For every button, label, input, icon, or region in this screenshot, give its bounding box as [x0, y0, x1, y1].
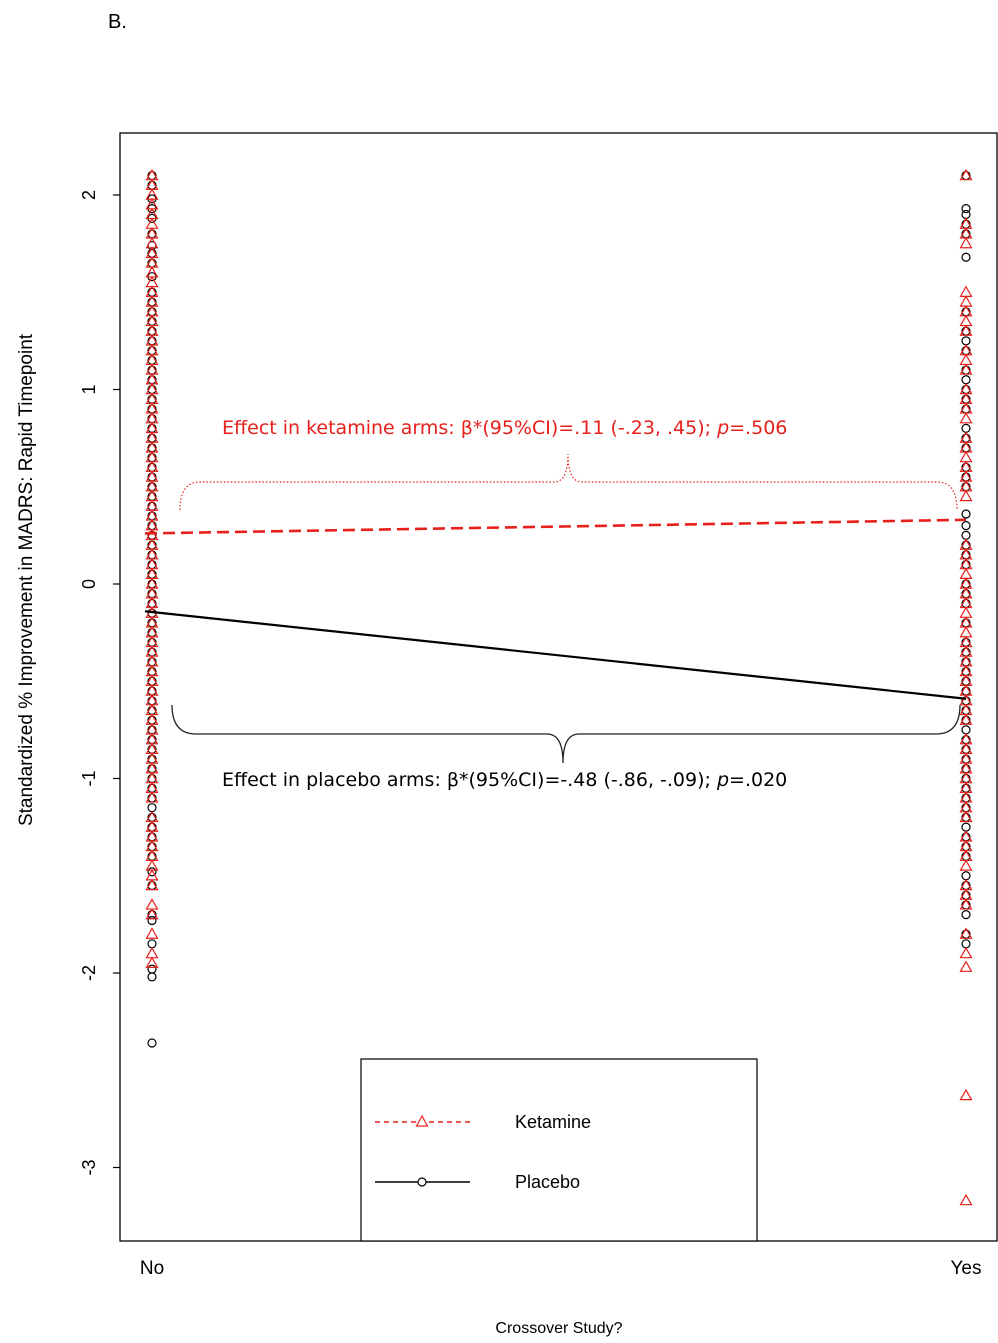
ketamine-point	[145, 907, 159, 920]
placebo-point	[147, 1038, 157, 1048]
placebo-point	[961, 725, 971, 735]
legend-placebo-label: Placebo	[515, 1172, 580, 1192]
placebo-effect-brace	[171, 704, 961, 764]
ketamine-point	[959, 236, 973, 249]
placebo-point	[147, 867, 157, 877]
ketamine-point	[959, 168, 973, 181]
ketamine-effect-main: Effect in ketamine arms: β*(95%CI)=.11 (…	[222, 417, 717, 439]
x-tick-label: No	[140, 1258, 164, 1279]
effect-braces	[171, 453, 961, 764]
placebo-point	[961, 509, 971, 519]
y-tick-label: 2	[79, 190, 99, 200]
placebo-effect-value: =.020	[729, 769, 787, 791]
placebo-point	[147, 803, 157, 813]
y-axis-label: Standardized % Improvement in MADRS: Rap…	[16, 333, 37, 826]
placebo-point	[147, 915, 157, 926]
ketamine-effect-text: Effect in ketamine arms: β*(95%CI)=.11 (…	[222, 417, 787, 439]
ketamine-point	[959, 363, 973, 375]
placebo-point	[961, 375, 971, 385]
ketamine-point	[959, 411, 973, 424]
ketamine-point	[145, 956, 159, 969]
ketamine-point	[959, 946, 973, 959]
legend: Ketamine Placebo	[360, 1058, 758, 1242]
ketamine-point	[145, 898, 159, 910]
placebo-point	[147, 964, 157, 974]
ketamine-point	[959, 625, 973, 638]
legend-ketamine-marker	[415, 1114, 429, 1127]
ketamine-point	[145, 878, 159, 891]
legend-box	[360, 1058, 758, 1242]
placebo-point	[961, 423, 971, 433]
placebo-point	[147, 939, 157, 949]
x-axis: No Yes	[140, 1258, 982, 1279]
x-axis-label: Crossover Study?	[495, 1320, 622, 1337]
x-tick-label: Yes	[951, 1258, 982, 1279]
placebo-point	[961, 209, 971, 220]
ketamine-point	[145, 859, 159, 871]
ketamine-point	[959, 606, 973, 618]
placebo-point	[961, 530, 971, 540]
ketamine-point	[145, 791, 159, 803]
placebo-point	[961, 336, 971, 346]
ketamine-point	[959, 353, 973, 366]
ketamine-effect-p: p	[716, 417, 729, 439]
ketamine-effect-value: =.506	[729, 417, 787, 439]
effect-annotations: Effect in ketamine arms: β*(95%CI)=.11 (…	[222, 417, 787, 791]
ketamine-point	[959, 898, 973, 910]
placebo-effect-main: Effect in placebo arms: β*(95%CI)=-.48 (…	[222, 769, 717, 791]
y-tick-label: 0	[79, 579, 99, 589]
placebo-effect-p: p	[716, 769, 729, 791]
y-tick-label: -2	[79, 965, 99, 981]
placebo-point	[961, 939, 971, 949]
ketamine-point	[959, 960, 973, 972]
ketamine-point	[959, 927, 973, 939]
ketamine-point	[959, 1088, 973, 1101]
y-tick-label: 1	[79, 384, 99, 394]
data-points	[145, 168, 973, 1206]
ketamine-point	[959, 450, 973, 463]
placebo-point	[147, 972, 157, 982]
placebo-point	[961, 822, 971, 832]
ketamine-point	[959, 285, 973, 297]
ketamine-fit-line	[144, 518, 967, 535]
ketamine-point	[959, 324, 973, 336]
ketamine-point	[959, 295, 973, 307]
y-tick-label: -3	[79, 1159, 99, 1175]
ketamine-point	[959, 314, 973, 327]
ketamine-point	[959, 859, 973, 871]
ketamine-point	[959, 810, 973, 823]
placebo-point	[961, 252, 971, 262]
panel-label: B.	[108, 11, 127, 33]
y-tick-label: -1	[79, 770, 99, 786]
placebo-effect-text: Effect in placebo arms: β*(95%CI)=-.48 (…	[222, 769, 787, 791]
placebo-point	[961, 521, 971, 531]
ketamine-effect-brace	[179, 453, 958, 511]
ketamine-point	[959, 1193, 973, 1206]
placebo-point	[961, 910, 971, 920]
ketamine-point	[145, 946, 159, 959]
ketamine-point	[959, 567, 973, 580]
ketamine-point	[959, 489, 973, 502]
legend-placebo-marker	[417, 1177, 427, 1187]
y-axis: 2 1 0 -1 -2 -3	[79, 190, 120, 1176]
placebo-point	[961, 871, 971, 881]
ketamine-point	[959, 713, 973, 725]
fit-lines	[144, 518, 967, 700]
legend-ketamine-label: Ketamine	[515, 1112, 591, 1132]
ketamine-point	[145, 927, 159, 939]
placebo-fit-line	[144, 610, 967, 700]
placebo-point	[961, 204, 971, 214]
